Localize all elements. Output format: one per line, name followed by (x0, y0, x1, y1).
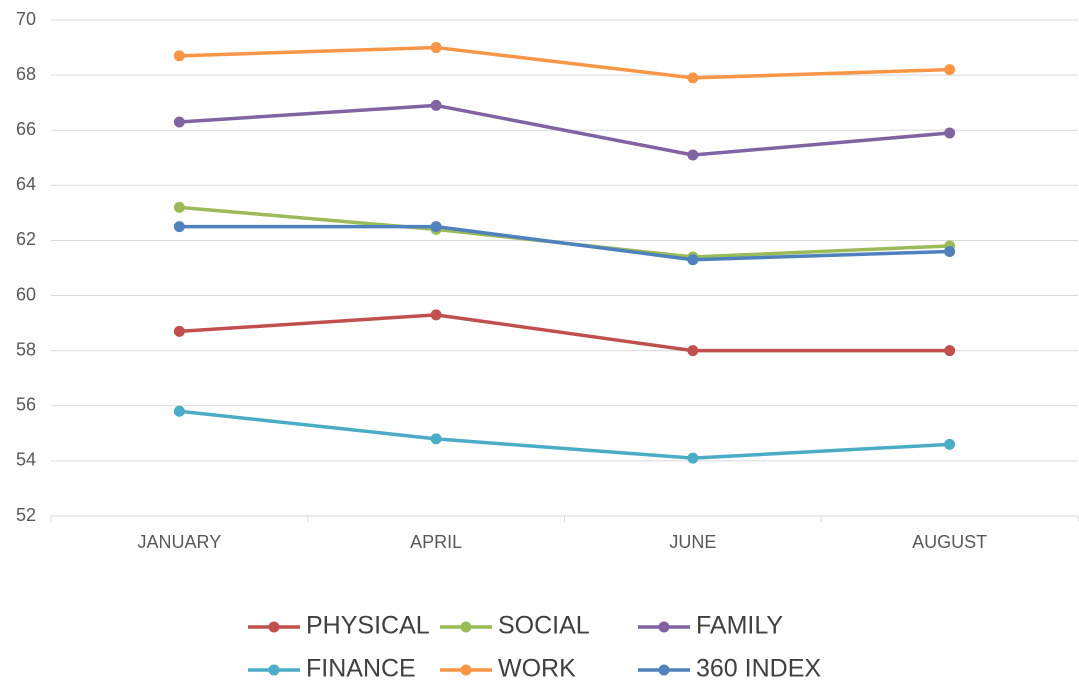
y-tick-label: 52 (16, 505, 36, 525)
x-tick-label: JUNE (669, 532, 716, 552)
data-point (687, 345, 699, 357)
data-point (687, 452, 699, 464)
series-line (179, 313, 950, 353)
data-point (173, 50, 185, 62)
y-tick-label: 60 (16, 284, 36, 304)
y-tick-label: 66 (16, 119, 36, 139)
y-tick-label: 54 (16, 450, 36, 470)
y-tick-label: 62 (16, 229, 36, 249)
data-point (944, 64, 956, 76)
data-point (687, 72, 699, 84)
legend-label: FINANCE (306, 655, 416, 683)
data-point (687, 254, 699, 266)
x-tick-label: JANUARY (138, 532, 222, 552)
legend-marker (658, 664, 670, 676)
legend-marker (460, 621, 472, 633)
data-point (430, 221, 442, 233)
series-line (179, 409, 950, 460)
x-tick-label: AUGUST (912, 532, 987, 552)
data-point (944, 438, 956, 450)
data-point (944, 245, 956, 257)
legend-label: SOCIAL (498, 612, 590, 640)
data-point (687, 149, 699, 161)
legend-label: WORK (498, 655, 576, 683)
data-point (430, 309, 442, 321)
data-point (430, 433, 442, 445)
y-tick-label: 64 (16, 174, 36, 194)
legend-marker (460, 664, 472, 676)
data-point (173, 116, 185, 128)
legend-label: PHYSICAL (306, 612, 430, 640)
legend-label: 360 INDEX (696, 655, 821, 683)
y-tick-label: 68 (16, 64, 36, 84)
series-line (179, 103, 950, 157)
data-point (173, 221, 185, 233)
legend-marker (658, 621, 670, 633)
series-line (179, 205, 950, 259)
y-tick-label: 70 (16, 9, 36, 29)
data-point (944, 345, 956, 357)
legend-marker (268, 621, 280, 633)
data-point (173, 325, 185, 337)
data-point (173, 405, 185, 417)
data-point (430, 42, 442, 54)
legend-label: FAMILY (696, 612, 783, 640)
x-tick-label: APRIL (410, 532, 462, 552)
series-line (179, 45, 950, 80)
y-tick-label: 56 (16, 395, 36, 415)
y-tick-label: 58 (16, 339, 36, 359)
data-point (173, 201, 185, 213)
legend-marker (268, 664, 280, 676)
data-point (430, 99, 442, 111)
data-point (944, 127, 956, 139)
series-line (179, 224, 950, 262)
